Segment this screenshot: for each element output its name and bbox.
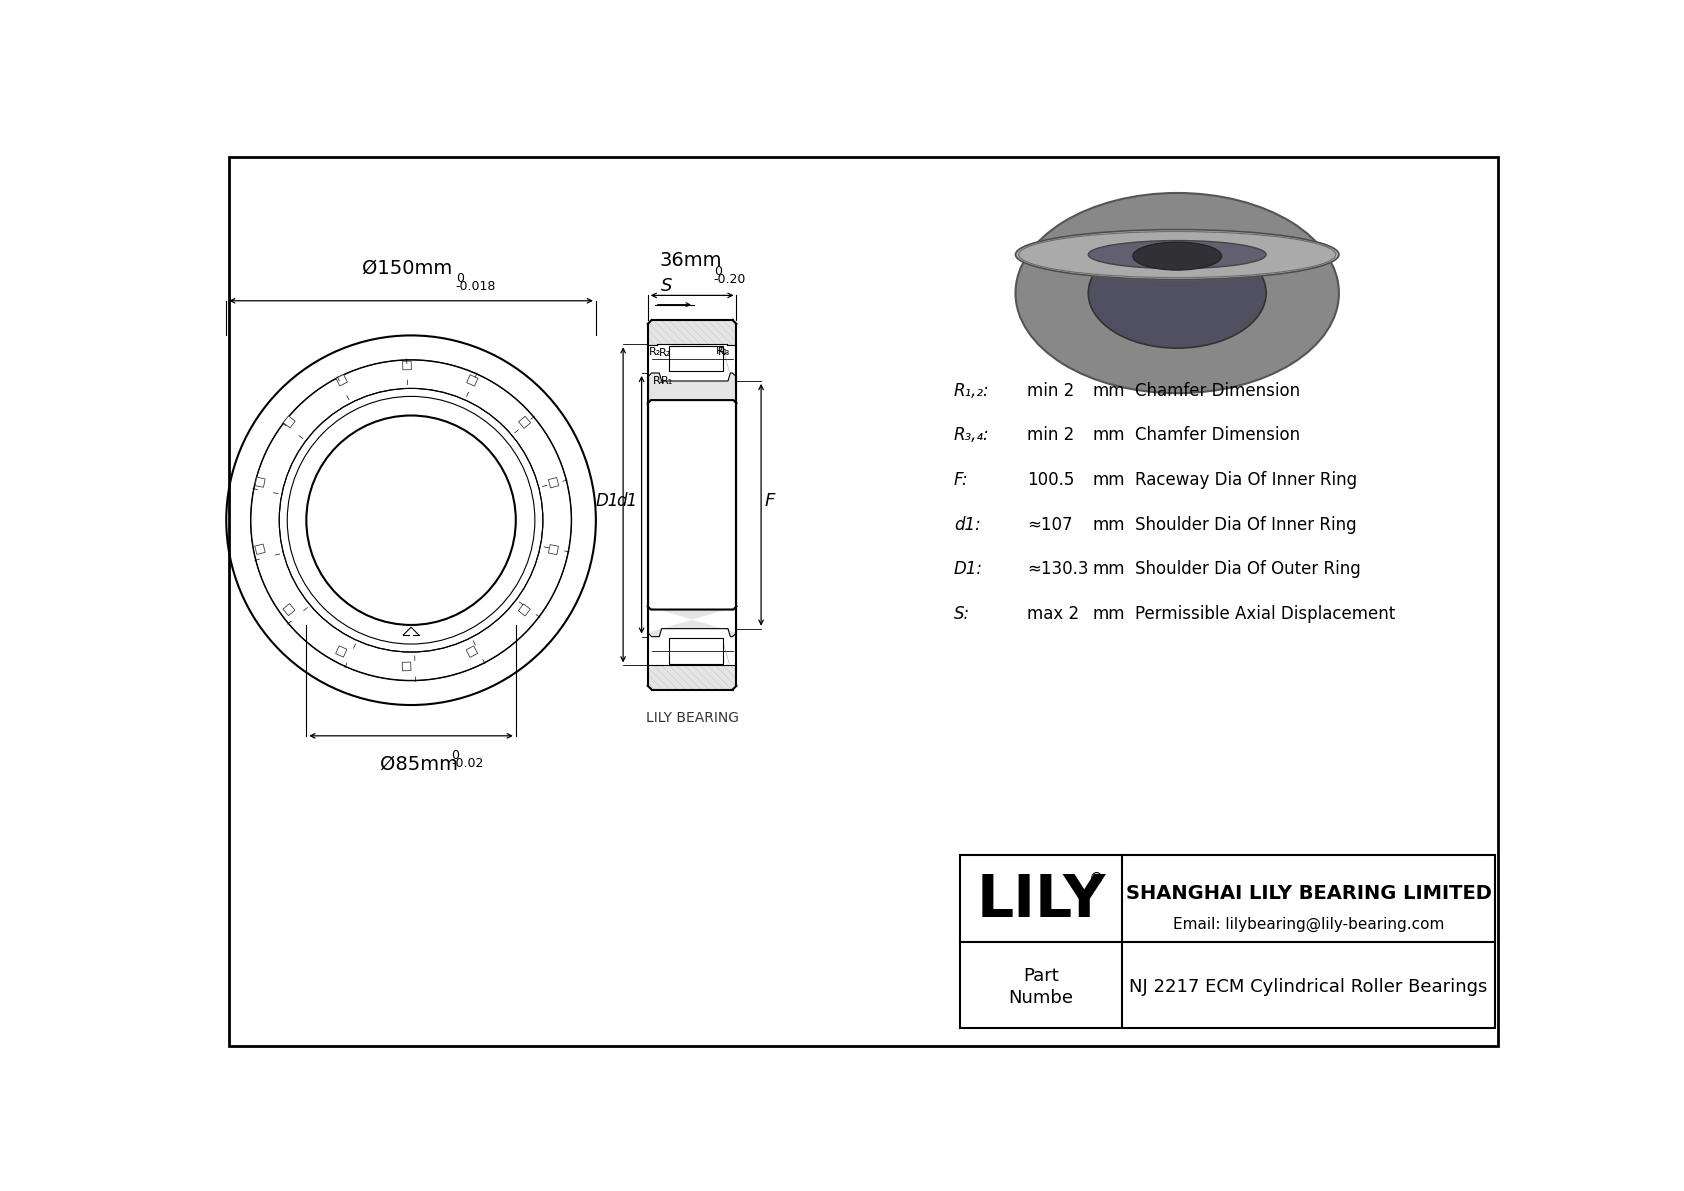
- Text: -0.20: -0.20: [714, 273, 746, 286]
- Text: LILY BEARING: LILY BEARING: [645, 711, 739, 725]
- Text: R₃: R₃: [717, 347, 731, 356]
- Text: min 2: min 2: [1027, 381, 1074, 400]
- Bar: [549, 544, 559, 555]
- Text: 100.5: 100.5: [1027, 470, 1074, 490]
- Text: R₂: R₂: [660, 348, 672, 357]
- Text: d1:: d1:: [953, 516, 980, 534]
- Text: R₃,₄:: R₃,₄:: [953, 426, 990, 444]
- Bar: [466, 646, 478, 657]
- Polygon shape: [648, 606, 736, 637]
- Ellipse shape: [1133, 242, 1221, 270]
- Text: Shoulder Dia Of Outer Ring: Shoulder Dia Of Outer Ring: [1135, 560, 1361, 579]
- Text: mm: mm: [1093, 560, 1125, 579]
- Text: mm: mm: [1093, 381, 1125, 400]
- Text: SHANGHAI LILY BEARING LIMITED: SHANGHAI LILY BEARING LIMITED: [1125, 884, 1492, 903]
- Text: Ø85mm: Ø85mm: [381, 755, 458, 774]
- Text: Permissible Axial Displacement: Permissible Axial Displacement: [1135, 605, 1394, 623]
- Bar: [335, 374, 347, 386]
- Text: R₁: R₁: [716, 347, 727, 356]
- Text: R₂: R₂: [650, 347, 662, 356]
- Text: Email: lilybearing@lily-bearing.com: Email: lilybearing@lily-bearing.com: [1172, 917, 1445, 933]
- Text: -0.02: -0.02: [451, 756, 483, 769]
- Bar: [254, 544, 264, 555]
- Text: mm: mm: [1093, 470, 1125, 490]
- Bar: [466, 375, 478, 386]
- Text: max 2: max 2: [1027, 605, 1079, 623]
- Text: mm: mm: [1093, 605, 1125, 623]
- Bar: [549, 478, 559, 488]
- Bar: [960, 855, 1495, 1028]
- Bar: [283, 604, 295, 616]
- Text: mm: mm: [1093, 516, 1125, 534]
- Text: R₁,₂:: R₁,₂:: [953, 381, 990, 400]
- Bar: [669, 638, 722, 663]
- Text: ®: ®: [1090, 872, 1105, 887]
- Text: Raceway Dia Of Inner Ring: Raceway Dia Of Inner Ring: [1135, 470, 1357, 490]
- Bar: [519, 604, 530, 616]
- Text: NJ 2217 ECM Cylindrical Roller Bearings: NJ 2217 ECM Cylindrical Roller Bearings: [1130, 978, 1487, 996]
- Bar: [335, 646, 347, 657]
- Text: Ø150mm: Ø150mm: [362, 258, 453, 278]
- Bar: [283, 416, 295, 428]
- Text: 0: 0: [456, 273, 463, 286]
- Ellipse shape: [1088, 238, 1266, 348]
- Text: F:: F:: [953, 470, 968, 490]
- Ellipse shape: [1015, 193, 1339, 393]
- Text: ≈130.3: ≈130.3: [1027, 560, 1088, 579]
- Text: LILY: LILY: [977, 872, 1106, 929]
- Text: Chamfer Dimension: Chamfer Dimension: [1135, 426, 1300, 444]
- Polygon shape: [648, 373, 736, 404]
- Polygon shape: [648, 320, 736, 344]
- Text: 0: 0: [714, 264, 722, 278]
- Bar: [519, 417, 530, 429]
- Text: R₄: R₄: [653, 376, 665, 386]
- Text: ≈107: ≈107: [1027, 516, 1073, 534]
- Text: S: S: [662, 278, 672, 295]
- Text: F: F: [765, 492, 775, 510]
- Ellipse shape: [1088, 241, 1266, 269]
- Polygon shape: [648, 665, 736, 690]
- Bar: [254, 478, 264, 487]
- Ellipse shape: [1015, 230, 1339, 280]
- Text: min 2: min 2: [1027, 426, 1074, 444]
- Bar: [669, 345, 722, 372]
- Text: 36mm: 36mm: [660, 251, 722, 270]
- Text: S:: S:: [953, 605, 970, 623]
- Text: Shoulder Dia Of Inner Ring: Shoulder Dia Of Inner Ring: [1135, 516, 1357, 534]
- Text: R₁: R₁: [660, 376, 674, 386]
- Text: -0.018: -0.018: [456, 280, 497, 293]
- Bar: [402, 662, 411, 671]
- Text: D1:: D1:: [953, 560, 983, 579]
- Text: Part
Numbe: Part Numbe: [1009, 967, 1073, 1006]
- Text: 0: 0: [451, 749, 460, 762]
- Bar: [402, 361, 411, 370]
- Text: Chamfer Dimension: Chamfer Dimension: [1135, 381, 1300, 400]
- Text: d1: d1: [616, 492, 638, 510]
- Text: mm: mm: [1093, 426, 1125, 444]
- Text: D1: D1: [596, 492, 620, 510]
